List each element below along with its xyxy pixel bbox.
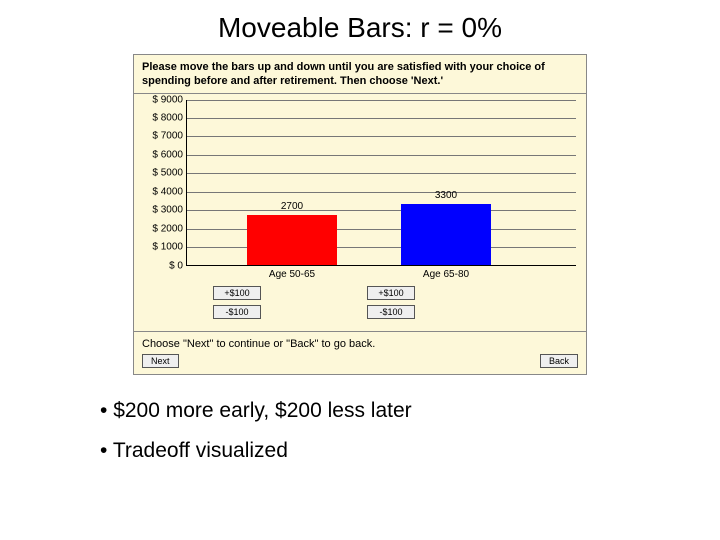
gridline xyxy=(187,229,576,230)
adjust-buttons-row: +$100 -$100 +$100 -$100 xyxy=(192,286,576,319)
y-axis-label: $ 6000 xyxy=(139,149,183,160)
bar1-decrease-button[interactable]: -$100 xyxy=(213,305,261,319)
back-button[interactable]: Back xyxy=(540,354,578,368)
bullet-2: • Tradeoff visualized xyxy=(100,439,660,463)
y-axis-label: $ 7000 xyxy=(139,131,183,142)
bar-value-label: 3300 xyxy=(401,190,491,201)
bar-1[interactable]: 2700 xyxy=(247,215,337,265)
category-label: Age 50-65 xyxy=(247,269,337,280)
gridline xyxy=(187,247,576,248)
survey-panel: Please move the bars up and down until y… xyxy=(133,54,587,375)
bar-chart: $ 0$ 1000$ 2000$ 3000$ 4000$ 5000$ 6000$… xyxy=(186,100,576,266)
y-axis-label: $ 1000 xyxy=(139,242,183,253)
bar-2[interactable]: 3300 xyxy=(401,204,491,265)
y-axis-label: $ 5000 xyxy=(139,168,183,179)
gridline xyxy=(187,136,576,137)
gridline xyxy=(187,155,576,156)
slide-title: Moveable Bars: r = 0% xyxy=(60,12,660,44)
y-axis-label: $ 2000 xyxy=(139,223,183,234)
y-axis-label: $ 9000 xyxy=(139,94,183,105)
gridline xyxy=(187,173,576,174)
bar-value-label: 2700 xyxy=(247,201,337,212)
y-axis-label: $ 3000 xyxy=(139,205,183,216)
bar2-increase-button[interactable]: +$100 xyxy=(367,286,415,300)
nav-row: Next Back xyxy=(134,352,586,374)
y-axis-label: $ 4000 xyxy=(139,186,183,197)
gridline xyxy=(187,118,576,119)
nav-instruction: Choose "Next" to continue or "Back" to g… xyxy=(134,331,586,352)
bullet-list: • $200 more early, $200 less later • Tra… xyxy=(100,399,660,463)
bar2-decrease-button[interactable]: -$100 xyxy=(367,305,415,319)
y-axis-label: $ 0 xyxy=(139,260,183,271)
col2-buttons: +$100 -$100 xyxy=(346,286,436,319)
gridline xyxy=(187,192,576,193)
y-axis-label: $ 8000 xyxy=(139,112,183,123)
gridline xyxy=(187,210,576,211)
bullet-1: • $200 more early, $200 less later xyxy=(100,399,660,423)
chart-area: $ 0 $ 1000 $ 2000 $ 3000 $ 4000 $ 5000 $ 6000 $… xyxy=(134,94,586,323)
category-label: Age 65-80 xyxy=(401,269,491,280)
instruction-text: Please move the bars up and down until y… xyxy=(134,55,586,94)
gridline xyxy=(187,100,576,101)
next-button[interactable]: Next xyxy=(142,354,179,368)
col1-buttons: +$100 -$100 xyxy=(192,286,282,319)
bar1-increase-button[interactable]: +$100 xyxy=(213,286,261,300)
